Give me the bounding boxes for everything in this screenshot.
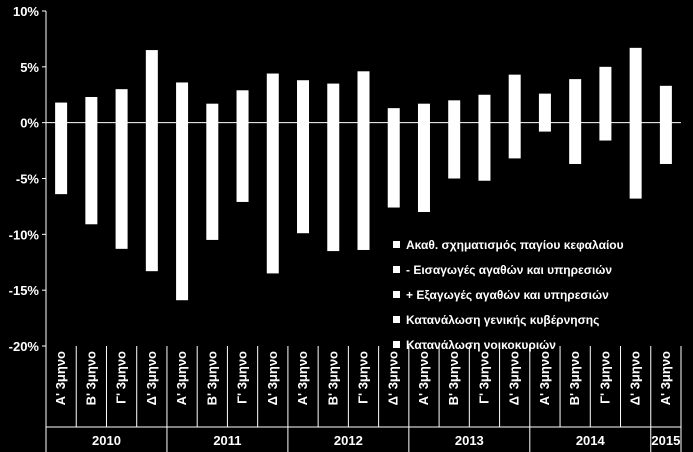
bar-positive [629,47,642,123]
category-label: Α' 3μηνο [658,351,673,405]
category-label: Γ' 3μηνο [597,351,612,404]
year-label: 2013 [455,433,484,448]
category-label: Β' 3μηνο [446,351,461,405]
bars [55,47,672,301]
category-label: Β' 3μηνο [83,351,98,405]
legend-swatch [393,241,400,248]
bar-negative [236,122,249,202]
category-label: Α' 3μηνο [53,351,68,405]
category-label: Β' 3μηνο [204,351,219,405]
legend-swatch [393,316,400,323]
bar-positive [85,96,98,123]
y-axis: -20% -15% -10% -5% 0% 5% 10% [9,4,47,354]
year-label: 2014 [576,433,606,448]
bar-positive [206,103,219,123]
bar-positive [387,108,400,123]
legend-label: Κατανάλωση γενικής κυβέρνησης [406,312,600,327]
y-tick-label: 10% [13,4,39,19]
legend-item: - Εισαγωγές αγαθών και υπηρεσιών [393,257,655,282]
bar-negative [629,122,642,199]
category-label: Γ' 3μηνο [476,351,491,404]
category-label: Β' 3μηνο [567,351,582,405]
legend-swatch [393,291,400,298]
legend-label: + Εξαγωγές αγαθών και υπηρεσιών [406,287,609,302]
bar-negative [327,122,340,252]
x-axis: Α' 3μηνο Β' 3μηνο Γ' 3μηνο Δ' 3μηνο Α' 3μηνο… [45,122,682,452]
bar-negative [357,122,370,250]
y-tick-label: 0% [20,116,39,131]
category-label: Γ' 3μηνο [356,351,371,404]
bar-negative [508,122,521,159]
legend-label: - Εισαγωγές αγαθών και υπηρεσιών [406,262,613,277]
category-label: Δ' 3μηνο [265,351,280,405]
legend-item: Κατανάλωση γενικής κυβέρνησης [393,307,655,332]
bar-positive [55,102,68,123]
bar-negative [206,122,219,240]
category-label: Δ' 3μηνο [507,351,522,405]
legend-item: Κατανάλωση νοικοκυριών [393,332,655,357]
bar-positive [236,90,249,123]
y-tick-label: -20% [9,339,40,354]
category-label: Δ' 3μηνο [628,351,643,405]
legend: Ακαθ. σχηματισμός παγίου κεφαλαίου - Εισ… [393,232,655,357]
bar-positive [115,89,128,123]
legend-swatch [393,266,400,273]
bar-negative [176,122,189,301]
category-label: Α' 3μηνο [416,351,431,405]
category-label: Β' 3μηνο [325,351,340,405]
bar-negative [478,122,491,181]
bar-negative [569,122,582,164]
bar-positive [297,80,310,123]
legend-label: Ακαθ. σχηματισμός παγίου κεφαλαίου [406,237,624,252]
bar-negative [599,122,612,141]
bar-negative [115,122,128,249]
bar-positive [357,71,370,123]
bar-negative [659,122,672,164]
bar-negative [448,122,461,179]
bar-positive [478,94,491,123]
year-label: 2015 [651,433,680,448]
year-label: 2012 [334,433,363,448]
bar-positive [145,50,158,123]
y-tick-label: -10% [9,227,40,242]
category-label: Α' 3μηνο [295,351,310,405]
bar-positive [659,85,672,123]
legend-swatch [393,341,400,348]
bar-positive [327,83,340,123]
y-tick-label: 5% [20,60,39,75]
bar-positive [266,73,279,123]
bar-negative [85,122,98,225]
category-label: Γ' 3μηνο [114,351,129,404]
bar-negative [417,122,430,212]
category-label: Α' 3μηνο [537,351,552,405]
bar-positive [569,79,582,123]
bar-negative [538,122,551,132]
year-label: 2011 [213,433,241,448]
y-tick-label: -5% [16,172,40,187]
legend-item: Ακαθ. σχηματισμός παγίου κεφαλαίου [393,232,655,257]
legend-label: Κατανάλωση νοικοκυριών [406,337,556,352]
category-label: Δ' 3μηνο [144,351,159,405]
bar-negative [266,122,279,274]
bar-positive [176,82,189,123]
category-label: Δ' 3μηνο [386,351,401,405]
bar-positive [599,66,612,123]
bar-negative [55,122,68,195]
year-label: 2010 [92,433,121,448]
y-tick-label: -15% [9,283,40,298]
bar-positive [448,100,461,123]
legend-item: + Εξαγωγές αγαθών και υπηρεσιών [393,282,655,307]
bar-negative [297,122,310,234]
category-label: Γ' 3μηνο [235,351,250,404]
bar-negative [145,122,158,272]
bar-positive [417,103,430,123]
category-label: Α' 3μηνο [174,351,189,405]
bar-positive [508,74,521,123]
bar-negative [387,122,400,208]
bar-positive [538,93,551,123]
